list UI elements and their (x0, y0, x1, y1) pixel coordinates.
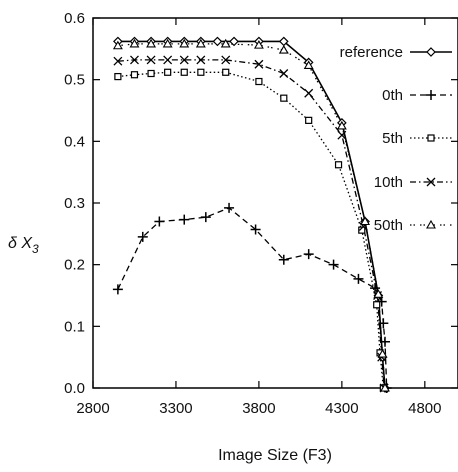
data-point-5th (197, 68, 205, 76)
data-point-0th (378, 318, 389, 329)
data-point-5th (147, 69, 155, 78)
data-point-50th (179, 38, 190, 48)
data-point-50th (112, 40, 123, 50)
legend-label-reference: reference (340, 44, 403, 61)
data-point-50th (129, 38, 140, 48)
y-tick-label: 0.2 (64, 257, 85, 274)
data-point-0th (112, 284, 123, 295)
data-point-50th (377, 348, 388, 358)
data-point-10th (146, 55, 156, 65)
data-point-0th (200, 212, 211, 223)
y-tick-label: 0.6 (64, 10, 85, 27)
data-point-10th (130, 55, 139, 65)
x-tick-label: 4800 (408, 400, 441, 417)
data-point-10th (279, 69, 289, 78)
data-point-50th (373, 289, 384, 298)
y-tick-label: 0.4 (64, 133, 85, 150)
x-axis-label: Image Size (F3) (218, 447, 332, 464)
data-point-10th (113, 56, 123, 66)
data-point-10th (337, 130, 347, 140)
legend: reference 0th 5th 10th 50th (340, 44, 452, 234)
data-point-50th (220, 38, 231, 48)
legend-marker-0th (426, 90, 436, 100)
legend-marker-50th (426, 219, 436, 229)
data-point-50th (380, 382, 390, 392)
series-lines (117, 40, 388, 389)
data-point-10th (221, 55, 231, 65)
series-line-0th (117, 207, 388, 389)
legend-label-0th: 0th (382, 87, 403, 104)
series-line-reference (117, 40, 386, 389)
data-point-10th (163, 55, 173, 65)
data-point-0th (250, 224, 261, 235)
data-point-0th (303, 249, 314, 260)
data-point-50th (253, 40, 264, 49)
data-point-50th (195, 38, 206, 48)
data-point-5th (222, 68, 230, 76)
data-point-0th (328, 259, 339, 270)
y-axis-label-main: δ X (8, 235, 33, 252)
legend-marker-reference (426, 47, 436, 57)
data-point-50th (303, 60, 314, 70)
legend-marker-5th (427, 134, 435, 142)
y-axis-label-subscript: 3 (32, 242, 39, 256)
legend-label-5th: 5th (382, 130, 403, 147)
data-point-0th (380, 336, 390, 347)
data-point-0th (179, 214, 190, 225)
y-tick-label: 0.3 (64, 195, 85, 212)
data-point-5th (373, 301, 381, 309)
legend-label-10th: 10th (374, 174, 403, 191)
data-point-10th (304, 88, 314, 98)
y-axis-label: δ X3 (8, 235, 39, 256)
data-point-50th (146, 38, 157, 48)
data-point-5th (280, 94, 288, 102)
data-point-5th (130, 71, 139, 79)
legend-label-50th: 50th (374, 217, 403, 234)
data-point-5th (334, 161, 343, 169)
y-tick-label: 0.1 (64, 318, 85, 335)
y-tick-label: 0.5 (64, 72, 85, 89)
series-line-10th (117, 59, 385, 389)
data-point-5th (358, 226, 366, 234)
x-tick-label: 2800 (76, 400, 109, 417)
data-point-50th (162, 38, 173, 48)
data-point-0th (224, 202, 235, 213)
data-point-10th (196, 55, 206, 65)
data-point-0th (353, 273, 364, 284)
data-point-10th (179, 55, 189, 65)
data-point-reference (212, 36, 223, 47)
y-tick-label: 0.0 (64, 380, 85, 397)
data-point-5th (180, 68, 188, 76)
data-point-5th (305, 116, 313, 124)
series-line-50th (117, 43, 386, 389)
legend-marker-10th (426, 177, 436, 187)
data-point-0th (370, 283, 381, 294)
data-point-0th (154, 216, 165, 227)
data-point-0th (137, 231, 148, 242)
x-tick-label: 3800 (242, 400, 275, 417)
x-tick-label: 3300 (159, 400, 192, 417)
data-point-10th (254, 59, 264, 69)
data-point-50th (360, 216, 371, 226)
series-markers (112, 36, 392, 393)
data-point-50th (278, 44, 289, 54)
data-point-reference (229, 36, 239, 47)
x-tick-label: 4300 (325, 400, 358, 417)
data-point-5th (255, 77, 263, 86)
axis-ticks: 0.0 0.1 0.2 0.3 0.4 0.5 0.6 2800 3300 3800 4300 480… (64, 10, 458, 417)
data-point-0th (278, 254, 289, 265)
data-point-5th (164, 68, 172, 76)
data-point-50th (336, 120, 347, 130)
data-point-5th (114, 72, 122, 81)
